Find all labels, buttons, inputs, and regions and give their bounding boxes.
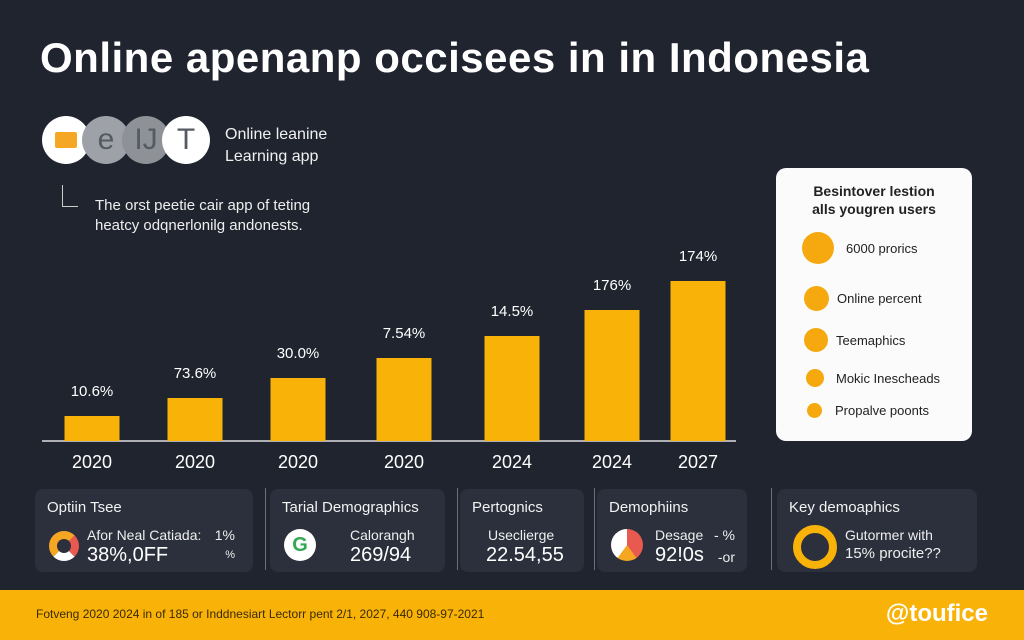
card-title: Tarial Demographics: [282, 499, 419, 516]
app-name: Online leanine Learning app: [225, 124, 327, 168]
stat-card: Optiin Tsee Afor Neal Catiada: 38%,0FF 1…: [35, 489, 253, 572]
card-label: Gutormer with: [845, 527, 933, 543]
card-side: 1%: [214, 527, 235, 543]
description: The orst peetie cair app of teting heatcy…: [95, 196, 310, 236]
card-title: Key demoaphics: [789, 499, 900, 516]
bar: [584, 310, 640, 441]
card-label: Useclierge: [488, 527, 555, 543]
side-item: Propalve poonts: [835, 403, 929, 418]
card-label: Calorangh: [350, 527, 415, 543]
card-value: 15% procite??: [845, 545, 941, 562]
data-label: 7.54%: [383, 325, 426, 342]
data-label: 174%: [679, 248, 717, 265]
x-tick-label: 2020: [384, 452, 424, 472]
data-label: 176%: [593, 277, 631, 294]
stat-card: Key demoaphics Gutormer with 15% procite…: [777, 489, 977, 572]
footer-text: Fotveng 2020 2024 in of 185 or Inddnesia…: [36, 607, 485, 621]
bar: [484, 336, 540, 441]
x-tick-label: 2024: [492, 452, 532, 472]
play-store-icon: [611, 529, 643, 561]
side-item: 6000 prorics: [846, 240, 918, 256]
bar: [64, 416, 120, 441]
description-line: heatcy odqnerlonilg andonests.: [95, 217, 303, 234]
bar: [670, 281, 726, 441]
card-value: 22.54,55: [486, 544, 564, 566]
side-item: Mokic Inescheads: [836, 370, 941, 386]
side-item: Online percent: [837, 291, 922, 306]
side-panel: Besintover lestion alls yougren users 600…: [776, 168, 972, 441]
stat-card: Tarial Demographics G Calorangh 269/94: [270, 489, 445, 572]
stat-card: Pertognics Useclierge 22.54,55: [460, 489, 584, 572]
data-label: 73.6%: [174, 365, 217, 382]
bracket-decoration: [62, 185, 78, 207]
x-tick-label: 2024: [592, 452, 632, 472]
card-title: Optiin Tsee: [47, 499, 122, 516]
card-value: 92!0s: [655, 544, 704, 566]
divider: [594, 488, 595, 570]
data-label: 30.0%: [277, 345, 320, 362]
bar: [376, 358, 432, 441]
ring-icon: [793, 525, 837, 569]
brand-logo: @toufice: [885, 600, 988, 627]
card-label: Afor Neal Catiada:: [87, 527, 202, 543]
stat-card: Demophiins Desage 92!0s - % -or: [597, 489, 747, 572]
page-title: Online apenanp occisees in in Indonesia: [40, 34, 870, 81]
divider: [771, 488, 772, 570]
app-logo: e IJ T: [42, 116, 210, 164]
google-icon: G: [284, 529, 316, 561]
divider: [457, 488, 458, 570]
logo-letter: T: [162, 116, 210, 164]
card-label: Desage: [655, 527, 704, 543]
data-label: 10.6%: [71, 383, 114, 400]
bullet-dot: [804, 328, 828, 352]
card-value: 38%,0FF: [87, 544, 169, 566]
card-side: - %: [714, 527, 735, 543]
bar: [270, 378, 326, 441]
bullet-dot: [804, 286, 829, 311]
bullet-dot: [807, 403, 822, 418]
card-value: 269/94: [350, 544, 412, 566]
side-item: Teemaphics: [836, 332, 906, 348]
description-line: The orst peetie cair app of teting: [95, 197, 311, 214]
x-tick-label: 2020: [72, 452, 112, 472]
divider: [265, 488, 266, 570]
app-name-line: Learning app: [225, 148, 319, 165]
bullet-dot: [802, 232, 834, 264]
app-name-line: Online leanine: [225, 126, 328, 143]
card-side: %: [225, 549, 235, 561]
card-title: Demophiins: [609, 499, 689, 516]
side-panel-title: alls yougren users: [812, 201, 936, 217]
x-tick-label: 2027: [678, 452, 718, 472]
data-label: 14.5%: [491, 303, 534, 320]
bar: [167, 398, 223, 441]
footer: Fotveng 2020 2024 in of 185 or Inddnesia…: [0, 590, 1024, 640]
x-tick-label: 2020: [175, 452, 215, 472]
side-panel-title: Besintover lestion: [813, 183, 935, 199]
card-title: Pertognics: [472, 499, 543, 516]
bullet-dot: [806, 369, 824, 387]
x-tick-label: 2020: [278, 452, 318, 472]
donut-icon: [49, 531, 79, 561]
card-side: -or: [717, 549, 735, 565]
